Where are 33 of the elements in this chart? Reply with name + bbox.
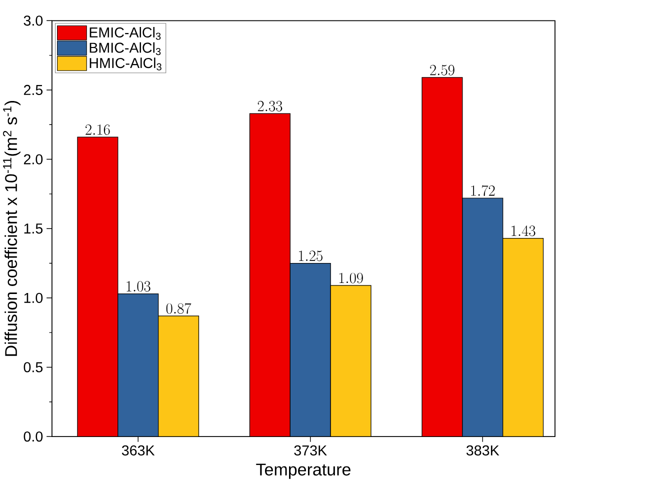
x-axis-title: Temperature <box>256 464 350 479</box>
y-tick-label: 1.0 <box>24 292 43 303</box>
bar <box>290 262 331 436</box>
bar <box>330 285 372 436</box>
y-tick-label: 0.0 <box>24 431 43 442</box>
bar <box>422 77 463 436</box>
x-tick-label: 383K <box>466 445 500 456</box>
y-tick-label: 2.5 <box>24 84 43 95</box>
data-label: 0.87 <box>166 303 192 314</box>
x-tick-label: 363K <box>122 445 155 456</box>
legend-label: EMIC-AlCl$_{3}$ <box>90 26 161 40</box>
bar <box>462 198 504 436</box>
data-label: 1 .25 <box>298 250 322 262</box>
data-label: 2.59 <box>430 64 454 76</box>
y-tick-label: 0.5 <box>24 362 43 372</box>
y-axis-title: Diffusion coefficient x 10$^{-11}$(m$^{2}$ s$^{-1}$) <box>2 100 20 356</box>
data-label: 1 .09 <box>339 272 363 284</box>
legend-label: BMIC-AlCl$_{3}$ <box>90 42 161 56</box>
bar <box>249 113 290 436</box>
legend-label: HMIC-AlCl$_{3}$ <box>90 58 162 70</box>
y-tick-label: 2.0 <box>24 154 43 164</box>
data-label: 1 .72 <box>471 185 495 196</box>
data-label: 2. 16 <box>86 124 110 135</box>
y-tick-label: 3.0 <box>24 16 43 26</box>
x-tick-label: 373K <box>294 445 327 456</box>
bar <box>502 238 544 436</box>
data-label: 2.33 <box>258 100 282 112</box>
y-tick-label: 1.5 <box>24 224 43 234</box>
data-label: 1 .43 <box>512 225 536 236</box>
bar <box>118 293 159 436</box>
bar <box>77 136 118 436</box>
bar <box>158 316 200 436</box>
data-label: 1 .03 <box>126 281 150 292</box>
